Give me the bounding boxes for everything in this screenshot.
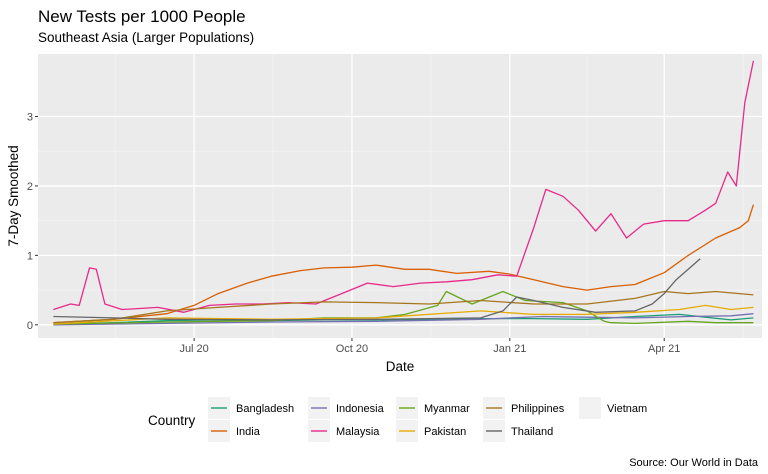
y-tick-label: 0 <box>27 320 33 332</box>
y-axis-title: 7-Day Smoothed <box>6 145 21 246</box>
legend-label-thailand: Thailand <box>511 426 553 438</box>
y-tick-label: 2 <box>27 181 33 193</box>
source-caption: Source: Our World in Data <box>629 457 759 469</box>
x-tick-label: Jan 21 <box>493 343 526 355</box>
legend-label-myanmar: Myanmar <box>424 403 470 415</box>
y-axis: 0 1 2 3 <box>27 111 38 332</box>
grid-lines <box>38 54 762 338</box>
legend-label-malaysia: Malaysia <box>336 426 380 438</box>
x-axis-title: Date <box>386 359 415 374</box>
y-tick-label: 3 <box>27 111 33 123</box>
legend-key-vietnam <box>579 397 601 419</box>
series-line-india <box>53 204 755 324</box>
legend: Bangladesh Indonesia Myanmar Philippines Vie… <box>208 397 647 442</box>
y-tick-label: 1 <box>27 250 33 262</box>
series-line-pakistan <box>53 304 754 325</box>
legend-title: Country <box>148 413 196 428</box>
x-axis: Jul 20 Oct 20 Jan 21 Apr 21 <box>179 338 680 355</box>
legend-label-philippines: Philippines <box>511 403 565 415</box>
legend-label-indonesia: Indonesia <box>336 403 385 415</box>
series-line-thailand <box>53 258 701 321</box>
x-tick-label: Jul 20 <box>179 343 208 355</box>
legend-label-india: India <box>236 426 261 438</box>
chart-title: New Tests per 1000 People <box>38 7 246 26</box>
legend-label-bangladesh: Bangladesh <box>236 403 294 415</box>
series-line-myanmar <box>53 290 754 325</box>
series-line-malaysia <box>53 60 755 313</box>
series-line-indonesia <box>53 313 754 326</box>
series-lines <box>53 60 755 326</box>
series-line-philippines <box>53 290 754 324</box>
chart-subtitle: Southeast Asia (Larger Populations) <box>38 30 254 45</box>
legend-label-vietnam: Vietnam <box>607 403 647 415</box>
plot-panel <box>38 54 762 338</box>
legend-label-pakistan: Pakistan <box>424 426 466 438</box>
x-tick-label: Apr 21 <box>648 343 680 355</box>
x-tick-label: Oct 20 <box>336 343 368 355</box>
